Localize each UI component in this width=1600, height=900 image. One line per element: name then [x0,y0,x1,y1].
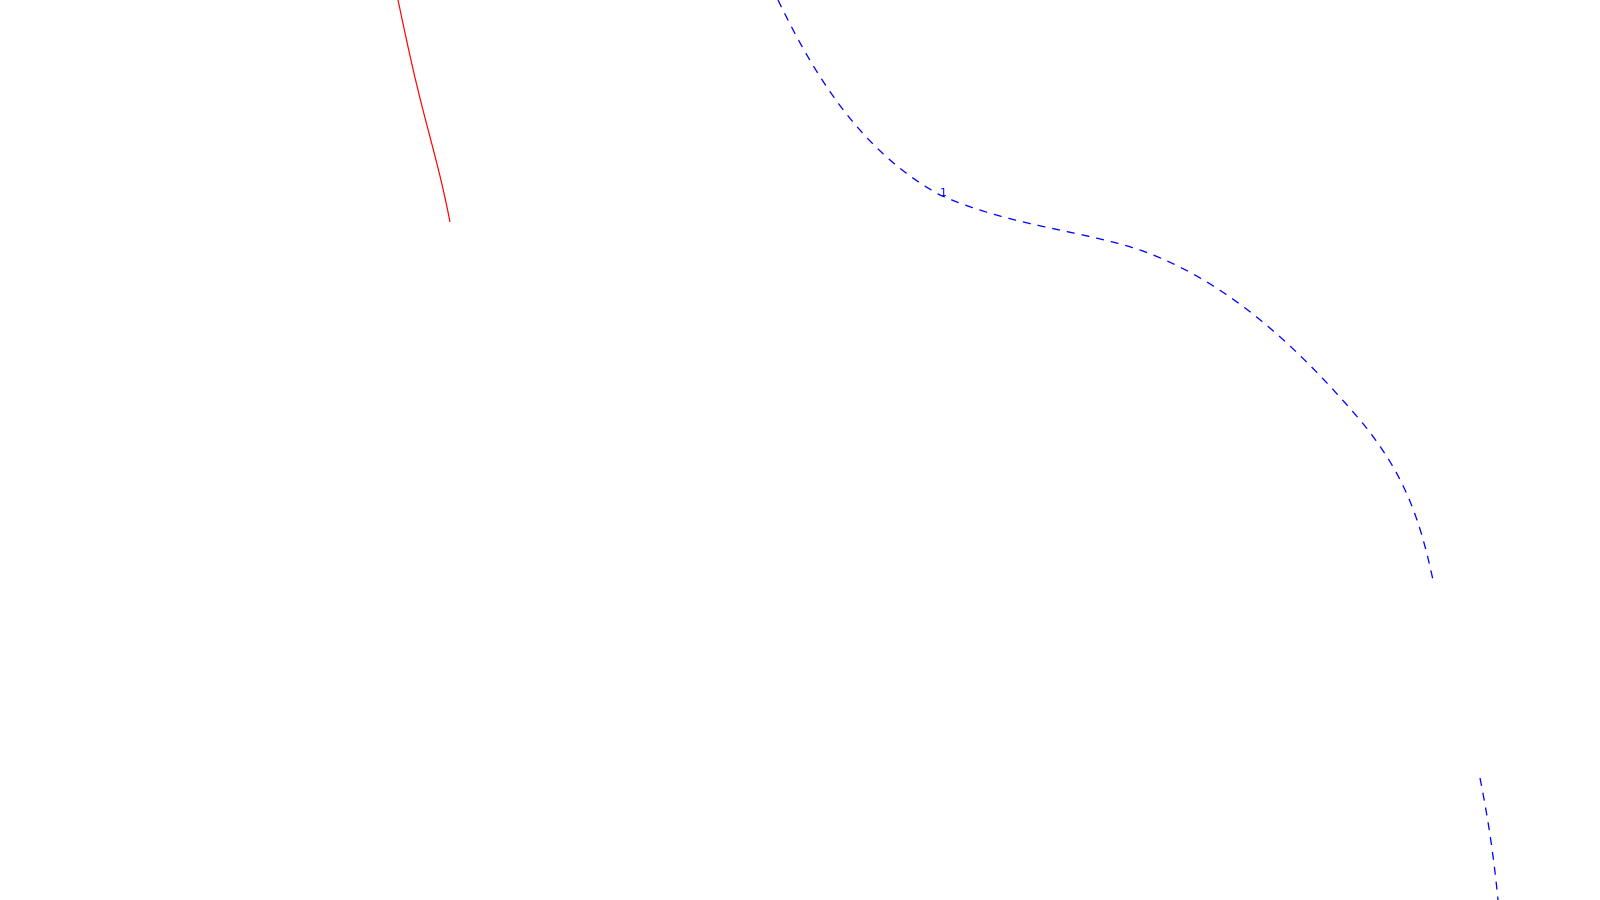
blue-contour-line-lower [1479,777,1499,900]
red-line [397,0,451,223]
blue-contour-line [777,0,1434,581]
contour-label: 1 [940,186,947,199]
